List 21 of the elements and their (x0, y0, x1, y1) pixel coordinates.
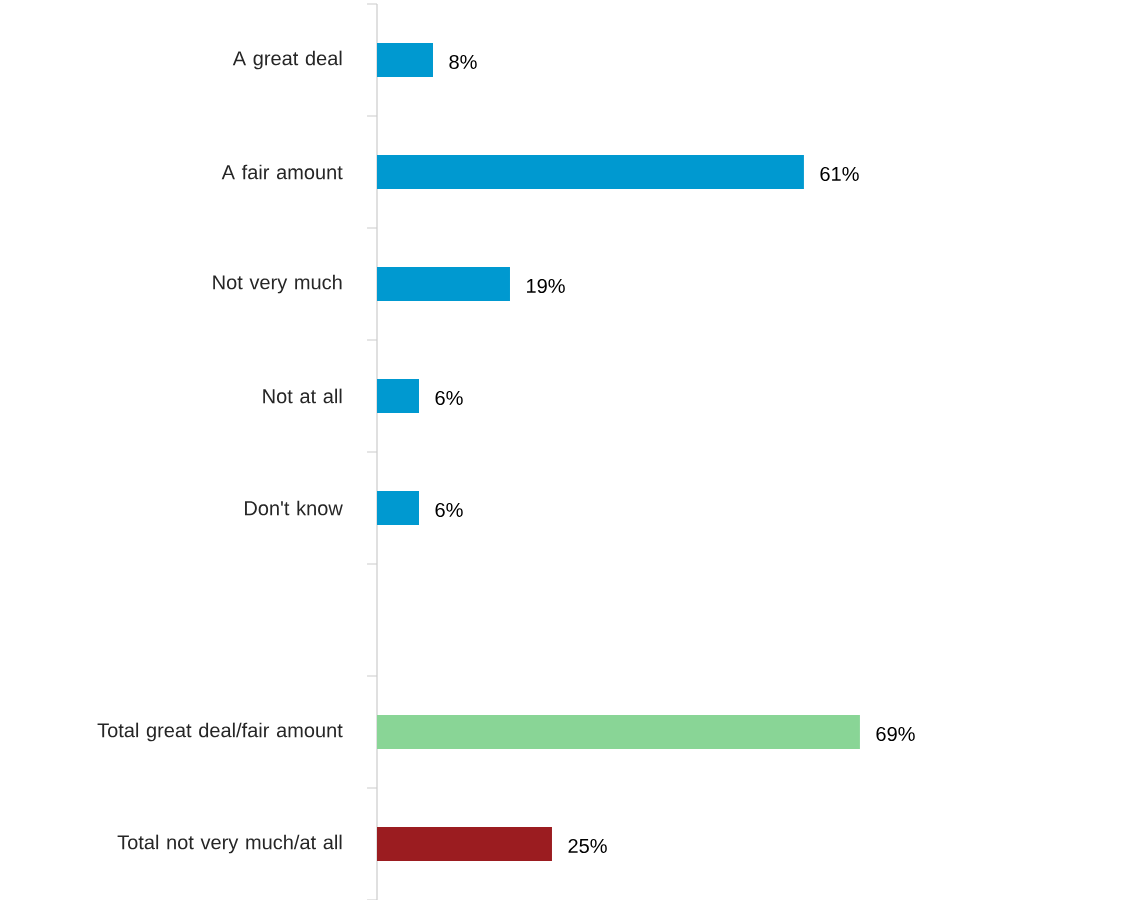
data-label: 25% (568, 838, 607, 854)
data-label: 6% (435, 502, 463, 518)
bar (377, 154, 804, 189)
y-tick-label: A fair amount (221, 164, 343, 180)
data-label: 8% (449, 54, 477, 70)
bar (377, 266, 510, 301)
bar (377, 714, 860, 749)
data-label: 69% (876, 726, 915, 742)
y-tick-label: Total great deal/fair amount (97, 722, 343, 742)
bar (377, 378, 419, 413)
bar (377, 826, 552, 861)
data-label: 6% (435, 390, 463, 406)
y-tick-label: Don't know (245, 500, 343, 516)
data-label: 19% (527, 278, 565, 294)
y-tick-label: A great deal (232, 50, 342, 70)
y-tick-label: Not at all (263, 388, 342, 404)
bar (377, 42, 433, 77)
y-tick-label: Total not very much/at all (117, 834, 342, 854)
data-label: 61% (820, 166, 859, 182)
y-tick-label: Not very much (213, 274, 342, 294)
bar (377, 490, 419, 525)
